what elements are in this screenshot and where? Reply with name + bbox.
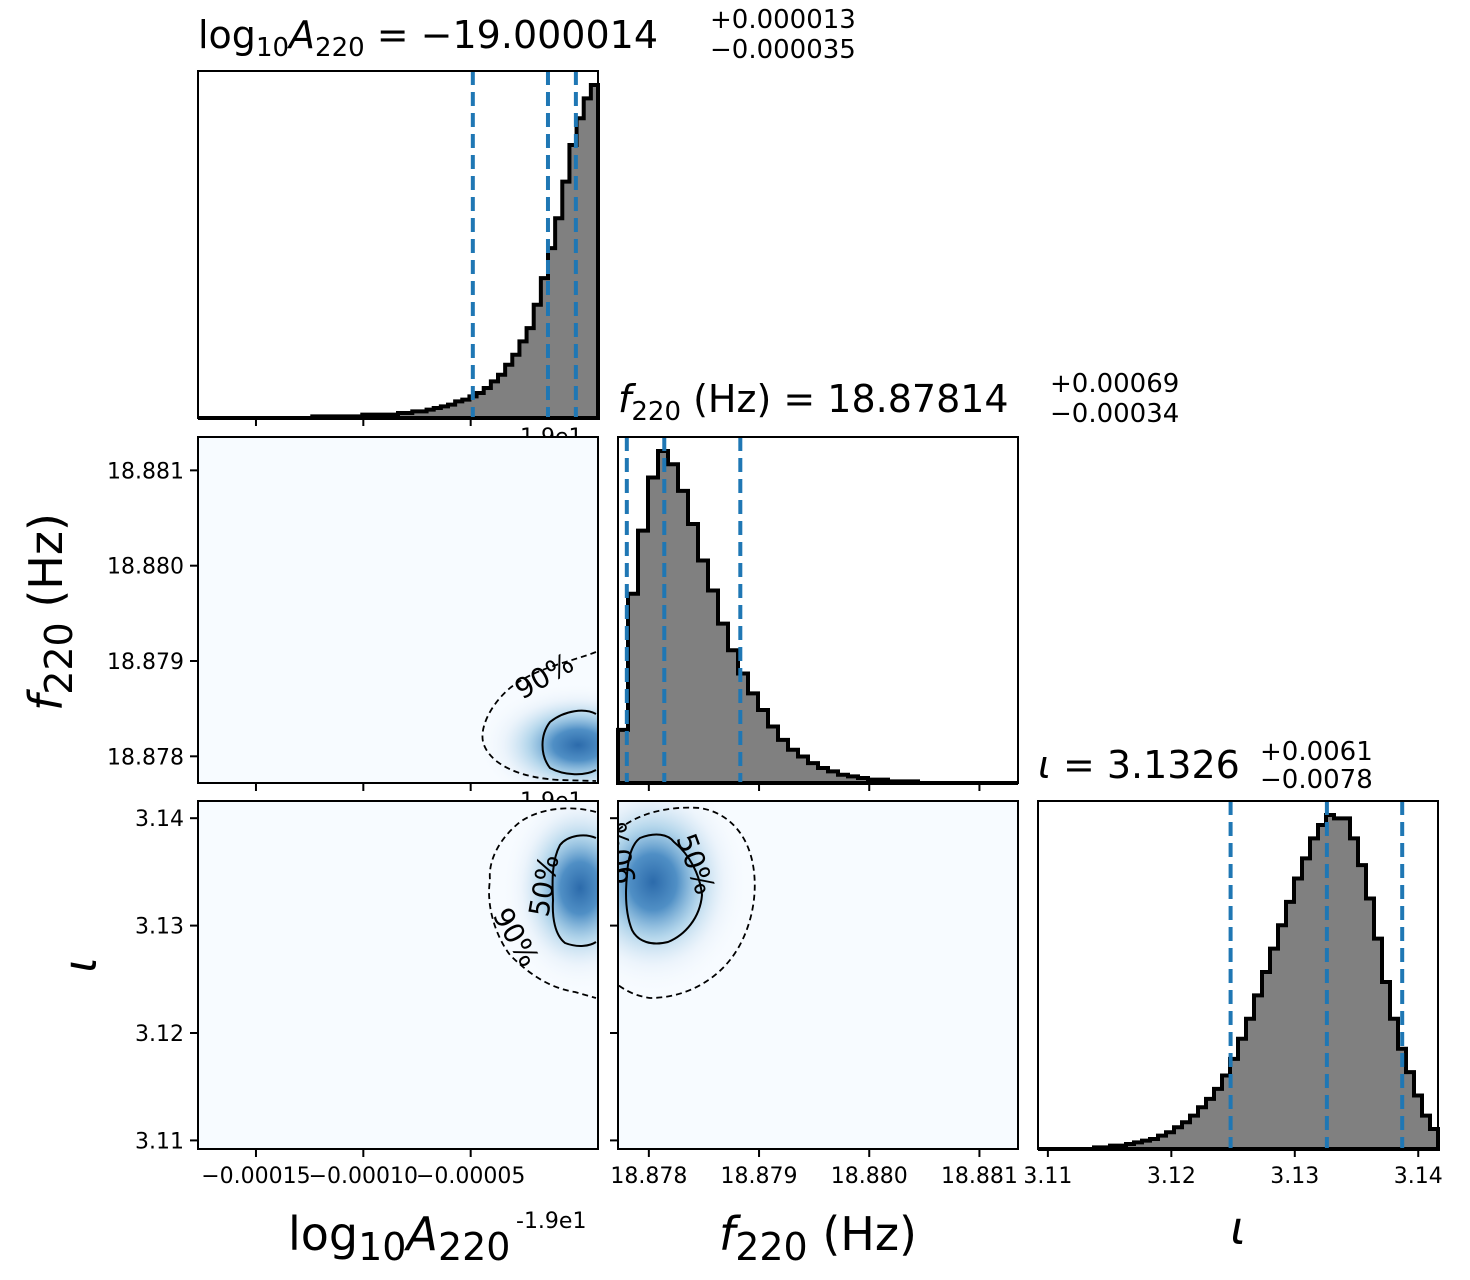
title-log10A220-plus: +0.000013 bbox=[710, 5, 856, 35]
histogram-f220 bbox=[616, 449, 1018, 785]
offset-label-log10A220: -1.9e1 bbox=[516, 1209, 586, 1234]
ylabel-f220: f220 (Hz) bbox=[19, 513, 81, 711]
panel-frame bbox=[1037, 800, 1439, 1150]
contour-50 bbox=[551, 834, 597, 947]
title-f220-minus: −0.00034 bbox=[1050, 399, 1179, 429]
y-tick-label: 3.13 bbox=[135, 915, 184, 940]
quantile-lines-f220 bbox=[624, 437, 743, 783]
density-blob bbox=[502, 801, 598, 992]
xlabel-log10A220: log10A220 bbox=[288, 1207, 510, 1269]
panel-hist-f220: f220 (Hz) = 18.87814 +0.00069 −0.00034 bbox=[616, 369, 1179, 791]
y-tick-label: 18.880 bbox=[107, 555, 184, 580]
panel-density-iota-vs-f220: 50% 90% 18.878 18.879 18.880 18.881 f220 (H… bbox=[610, 800, 1019, 1269]
yticks-iota: 3.11 3.12 3.13 3.14 bbox=[135, 807, 198, 1154]
y-tick-label: 3.11 bbox=[135, 1129, 184, 1154]
x-tick-label: 3.13 bbox=[1270, 1164, 1319, 1189]
x-tick-label: −0.00010 bbox=[309, 1164, 418, 1189]
contour-90 bbox=[618, 806, 756, 999]
xticks-log10A220-bottom: −0.00015−0.00010−0.00005 bbox=[201, 1149, 525, 1189]
title-iota-plus: +0.0061 bbox=[1260, 737, 1373, 767]
y-tick-label: 3.12 bbox=[135, 1022, 184, 1047]
yticks-f220: 18.878 18.879 18.880 18.881 bbox=[107, 459, 198, 770]
contour-50 bbox=[625, 833, 704, 945]
panel-frame bbox=[197, 436, 599, 784]
y-tick-label: 18.881 bbox=[107, 459, 184, 484]
xlabel-f220: f220 (Hz) bbox=[719, 1207, 917, 1269]
histogram-iota bbox=[1038, 813, 1440, 1151]
title-log10A220: log10A220 = −19.000014 bbox=[198, 13, 658, 63]
yticks-iota-inner bbox=[610, 817, 618, 1142]
y-tick-label: 3.14 bbox=[135, 807, 184, 832]
contour-50 bbox=[541, 709, 597, 776]
density-blob bbox=[618, 801, 748, 994]
x-tick-label: 18.880 bbox=[831, 1164, 908, 1189]
title-log10A220-minus: −0.000035 bbox=[710, 35, 856, 65]
x-tick-label: 3.12 bbox=[1147, 1164, 1196, 1189]
xlabel-iota: ι bbox=[1230, 1201, 1246, 1255]
xticks-log10A220-mid bbox=[254, 783, 472, 791]
contour-90 bbox=[488, 807, 597, 999]
y-tick-label: 18.878 bbox=[107, 745, 184, 770]
ylabel-iota: ι bbox=[53, 957, 107, 973]
density-blob bbox=[478, 683, 598, 783]
title-iota-minus: −0.0078 bbox=[1260, 765, 1373, 795]
x-tick-label: 18.881 bbox=[941, 1164, 1018, 1189]
title-f220-plus: +0.00069 bbox=[1050, 369, 1179, 399]
panel-frame bbox=[197, 70, 599, 419]
title-f220: f220 (Hz) = 18.87814 bbox=[618, 377, 1009, 427]
xticks-f220-bottom: 18.878 18.879 18.880 18.881 bbox=[610, 1149, 1018, 1189]
x-tick-label: 3.11 bbox=[1023, 1164, 1072, 1189]
title-iota: ι = 3.1326 bbox=[1038, 743, 1240, 787]
panel-hist-iota: 3.11 3.12 3.13 3.14 ι ι = 3.1326 +0.0061 −0… bbox=[1023, 737, 1442, 1255]
x-tick-label: 18.878 bbox=[610, 1164, 687, 1189]
panel-frame bbox=[617, 800, 1019, 1150]
panel-frame bbox=[617, 436, 1019, 784]
x-tick-label: 18.879 bbox=[721, 1164, 798, 1189]
contour-90 bbox=[481, 651, 597, 782]
x-tick-label: 3.14 bbox=[1394, 1164, 1443, 1189]
x-tick-label: −0.00005 bbox=[416, 1164, 525, 1189]
xticks-f220-top bbox=[647, 783, 981, 791]
xticks-log10A220-top bbox=[254, 418, 472, 426]
x-tick-label: −0.00015 bbox=[201, 1164, 310, 1189]
panel-hist-log10A220: 1.9e1 log10A220 = −19.000014 +0.000013 −… bbox=[197, 5, 856, 450]
quantile-lines-log10A220 bbox=[470, 71, 578, 418]
panel-frame bbox=[197, 800, 599, 1150]
y-tick-label: 18.879 bbox=[107, 650, 184, 675]
histogram-log10A220 bbox=[198, 83, 600, 420]
xticks-iota-bottom: 3.11 3.12 3.13 3.14 bbox=[1023, 1149, 1443, 1189]
panel-density-iota-vs-log10A220: 50% 90% −0.00015−0.00010−0.00005 3.113.1… bbox=[53, 800, 599, 1269]
quantile-lines-iota bbox=[1228, 801, 1405, 1149]
